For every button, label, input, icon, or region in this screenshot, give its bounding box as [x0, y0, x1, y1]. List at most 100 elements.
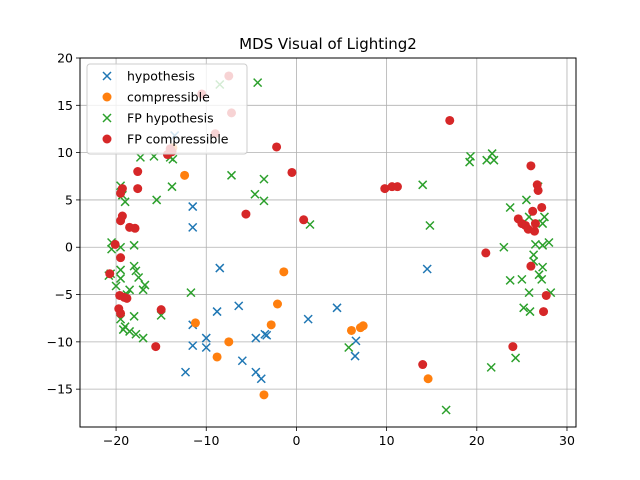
x-tick-label: −20 [103, 433, 129, 448]
data-point [350, 351, 360, 361]
chart-title: MDS Visual of Lighting2 [239, 35, 417, 53]
x-tick-label: 0 [292, 433, 300, 448]
data-point [116, 273, 126, 283]
data-point [528, 206, 538, 216]
data-point [212, 307, 222, 317]
data-point [117, 211, 127, 221]
data-point [441, 405, 451, 415]
data-point [346, 325, 356, 335]
data-point [266, 320, 276, 330]
data-point [380, 184, 390, 194]
data-point [134, 272, 144, 283]
data-point [133, 167, 143, 177]
data-point [511, 353, 521, 363]
legend-label: FP compressible [127, 132, 229, 147]
data-point [110, 239, 120, 249]
data-point [125, 326, 135, 336]
data-point [253, 78, 263, 88]
data-point [423, 374, 433, 384]
data-point [259, 174, 269, 184]
data-point [299, 215, 309, 225]
data-point [505, 202, 515, 213]
legend-marker-hypothesis [102, 71, 112, 81]
data-point [234, 301, 244, 311]
data-point [180, 170, 190, 180]
data-point [272, 299, 282, 309]
data-point [489, 155, 499, 165]
data-point [344, 342, 354, 353]
y-tick-label: 20 [57, 51, 73, 66]
y-tick-label: 0 [65, 240, 73, 255]
series-fp-hypothesis [104, 78, 556, 415]
series-hypothesis [170, 131, 432, 384]
data-point [465, 151, 476, 161]
data-point [259, 196, 269, 206]
data-point [118, 325, 128, 335]
data-point [135, 152, 145, 162]
x-tick-label: 30 [559, 433, 575, 448]
data-point [538, 219, 548, 229]
data-point [180, 367, 191, 377]
data-point [224, 337, 234, 347]
data-point [508, 342, 518, 352]
data-point [481, 248, 491, 258]
data-point [116, 265, 126, 275]
legend-label: compressible [127, 90, 210, 105]
axis-ticks: −20 −10 0 10 20 30 −15 −10 −5 0 5 10 15 20 [47, 51, 575, 449]
legend-label: hypothesis [127, 69, 195, 84]
data-point [152, 195, 162, 205]
data-point [140, 280, 150, 290]
x-tick-label: −10 [193, 433, 219, 448]
data-point [272, 142, 282, 152]
data-point [111, 281, 121, 291]
legend-marker-compressible [102, 92, 112, 102]
data-point [422, 264, 432, 274]
legend: hypothesis compressible FP hypothesis FP co… [86, 63, 248, 155]
x-tick-label: 20 [469, 433, 485, 448]
data-point [445, 115, 455, 125]
y-tick-label: 10 [57, 145, 73, 160]
data-point [251, 367, 261, 377]
y-tick-label: −10 [47, 334, 73, 349]
data-point [251, 333, 261, 343]
data-point [138, 333, 148, 343]
data-point [215, 263, 225, 273]
data-point [129, 261, 139, 271]
data-point [120, 197, 130, 207]
data-point [358, 321, 368, 331]
data-point [537, 274, 547, 284]
data-point [425, 220, 435, 230]
data-point [530, 226, 540, 236]
data-point [526, 261, 536, 271]
data-point [524, 288, 534, 298]
data-point [190, 318, 200, 328]
data-point [105, 269, 115, 279]
data-point [529, 250, 539, 260]
data-point [482, 155, 492, 165]
data-point [499, 242, 509, 252]
data-point [279, 267, 289, 277]
data-point [260, 329, 270, 339]
data-point [241, 209, 251, 219]
data-point [188, 222, 198, 232]
data-point [116, 253, 126, 263]
data-point [538, 262, 548, 272]
data-point [130, 223, 140, 233]
data-point [131, 266, 141, 276]
data-point [226, 170, 237, 180]
data-point [332, 303, 342, 313]
data-point [117, 184, 127, 194]
data-point [151, 342, 161, 352]
plot-frame [79, 57, 577, 428]
data-point [125, 285, 135, 295]
data-point [188, 202, 198, 212]
data-point [129, 240, 139, 250]
data-point [122, 293, 132, 303]
data-point [392, 182, 402, 192]
data-point [486, 362, 496, 372]
data-point [250, 189, 260, 199]
data-point [530, 239, 540, 249]
data-point [237, 356, 247, 366]
data-point [418, 180, 428, 190]
